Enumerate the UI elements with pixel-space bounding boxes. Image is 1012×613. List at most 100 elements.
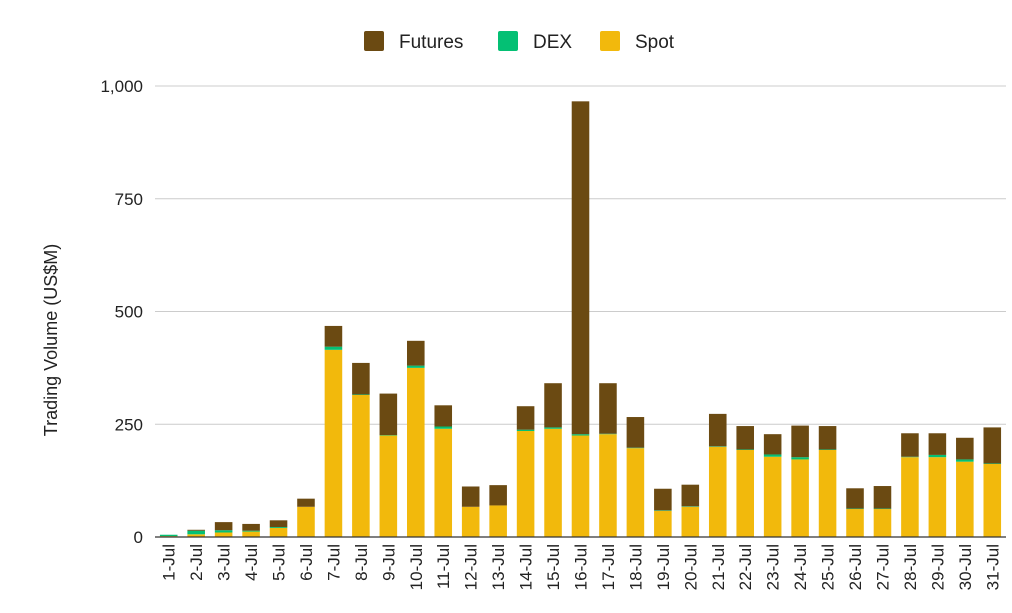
bar-segment-futures [407,340,425,366]
y-tick-label: 750 [115,190,143,209]
bar-segment-spot [544,428,562,537]
bar-segment-spot [956,461,974,537]
x-tick-label: 6-Jul [297,544,316,581]
x-tick-label: 1-Jul [160,544,179,581]
bar-segment-dex [571,434,590,436]
y-tick-label: 1,000 [100,77,143,96]
x-tick-label: 24-Jul [791,544,810,590]
bar-segment-spot [297,506,315,537]
x-tick-label: 8-Jul [352,544,371,581]
bar-segment-futures [214,522,233,531]
bar-segment-dex [159,534,178,537]
bar-segment-futures [599,383,617,434]
bar-segment-futures [846,488,864,509]
bar-segment-dex [187,530,205,535]
bar-segment-futures [352,362,370,395]
bar-segment-futures [956,437,974,460]
bar-segment-futures [681,484,700,507]
chart-bars [159,101,1002,537]
y-tick-label: 0 [134,528,143,547]
bar-segment-dex [434,426,453,429]
y-tick-label: 250 [115,415,143,434]
bar-segment-spot [681,506,700,537]
legend-label: Futures [399,32,463,53]
y-axis-title: Trading Volume (US$M) [41,244,61,436]
bar-segment-spot [818,449,837,537]
bar-segment-spot [407,367,425,537]
bar-segment-spot [626,448,645,537]
x-tick-label: 5-Jul [270,544,289,581]
bar-segment-spot [187,534,205,537]
bar-segment-dex [269,527,288,528]
bar-segment-dex [324,346,343,350]
bar-segment-futures [654,488,672,511]
bar-segment-dex [928,454,947,458]
bar-segment-dex [242,530,260,532]
x-tick-label: 13-Jul [489,544,508,590]
x-tick-label: 29-Jul [928,544,947,590]
bar-segment-futures [736,426,754,450]
x-tick-label: 4-Jul [242,544,261,581]
bar-segment-dex [763,454,782,457]
x-tick-label: 16-Jul [572,544,591,590]
bar-segment-dex [407,365,425,368]
bar-segment-futures [187,529,205,531]
x-tick-label: 11-Jul [434,544,453,589]
bar-segment-futures [928,433,947,455]
x-tick-label: 22-Jul [736,544,755,590]
legend-label: Spot [635,32,675,53]
bar-segment-spot [928,457,947,537]
x-tick-label: 2-Jul [187,544,206,581]
x-tick-label: 20-Jul [681,544,700,590]
bar-segment-futures [571,101,590,435]
legend-item-futures: Futures [364,31,463,53]
x-tick-label: 19-Jul [654,544,673,590]
legend-swatch [600,31,620,51]
y-tick-label: 500 [115,303,143,322]
x-tick-label: 27-Jul [873,544,892,590]
x-tick-label: 18-Jul [626,544,645,590]
bar-segment-spot [214,532,233,537]
x-tick-label: 17-Jul [599,544,618,590]
x-tick-label: 21-Jul [709,544,728,590]
bar-segment-spot [571,435,590,537]
bar-segment-futures [324,325,343,347]
x-tick-label: 10-Jul [407,544,426,590]
bar-segment-spot [983,463,1002,537]
bar-segment-spot [736,449,754,537]
bar-segment-futures [516,406,535,430]
bar-segment-spot [461,506,480,537]
bar-segment-futures [461,486,480,507]
bar-segment-spot [654,510,672,537]
x-tick-label: 9-Jul [379,544,398,581]
bar-segment-futures [297,498,315,507]
bar-segment-spot [516,431,535,537]
bar-segment-spot [242,531,260,537]
bar-segment-spot [599,434,617,537]
x-tick-label: 14-Jul [517,544,536,590]
bar-segment-spot [791,459,809,537]
bar-segment-spot [846,509,864,537]
x-tick-label: 25-Jul [819,544,838,590]
x-tick-label: 30-Jul [956,544,975,590]
bar-segment-spot [873,509,892,537]
x-axis-ticks: 1-Jul 2-Jul 3-Jul 4-Jul 5-Jul 6-Jul 7-Jul 8-Jul… [160,544,1003,590]
bar-segment-spot [708,446,727,537]
bar-segment-dex [214,530,233,533]
bar-segment-dex [516,429,535,432]
bar-segment-futures [901,433,919,457]
bar-segment-futures [269,520,288,528]
bar-segment-dex [791,457,809,460]
bar-segment-futures [708,413,727,447]
chart-legend: Futures DEX Spot [364,31,675,53]
x-tick-label: 7-Jul [324,544,343,581]
legend-label: DEX [533,32,572,53]
bar-segment-spot [901,457,919,537]
bar-segment-dex [956,459,974,462]
x-tick-label: 23-Jul [764,544,783,590]
bar-segment-futures [379,393,398,436]
bar-segment-spot [763,456,782,537]
bar-segment-futures [544,383,562,428]
bar-segment-dex [544,427,562,429]
